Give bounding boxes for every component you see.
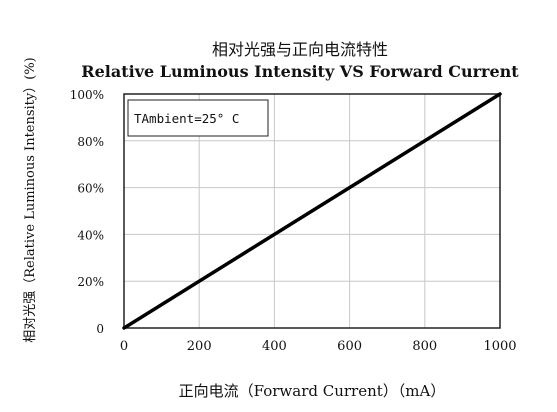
x-tick-label: 600	[337, 339, 362, 354]
annotation-box: TAmbient=25° C	[127, 99, 269, 137]
x-tick-label: 200	[187, 339, 212, 354]
y-tick-label: 60%	[77, 182, 104, 196]
plot-frame	[123, 93, 501, 329]
x-tick-label: 0	[120, 339, 128, 354]
y-tick-label: 0	[96, 322, 104, 336]
x-tick-label: 1000	[483, 339, 516, 354]
y-axis-label: 相对光强（Relative Luminous Intensity）(%)	[23, 57, 38, 343]
series-line	[122, 92, 502, 330]
x-tick-label: 400	[262, 339, 287, 354]
chart-title-en: Relative Luminous Intensity VS Forward C…	[81, 62, 519, 81]
x-tick-labels: 0 200 400 600 800 1000	[120, 339, 517, 354]
x-tick-label: 800	[412, 339, 437, 354]
y-tick-label: 100%	[70, 88, 104, 102]
chart-title-cn: 相对光强与正向电流特性	[212, 40, 388, 59]
y-tick-label: 20%	[77, 275, 104, 289]
y-tick-label: 80%	[77, 135, 104, 149]
series-layer	[122, 92, 502, 330]
y-tick-label: 40%	[77, 228, 104, 242]
ambient-temperature-annotation: TAmbient=25° C	[134, 111, 239, 126]
grid	[124, 94, 500, 328]
y-tick-labels: 0 20% 40% 60% 80% 100%	[70, 88, 104, 336]
x-axis-label: 正向电流（Forward Current）（mA）	[179, 382, 446, 400]
